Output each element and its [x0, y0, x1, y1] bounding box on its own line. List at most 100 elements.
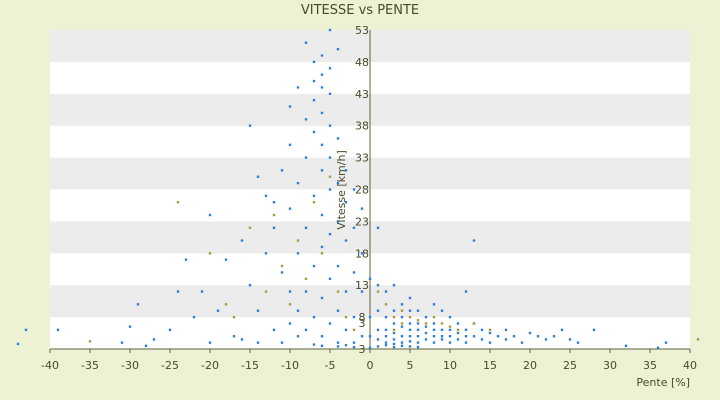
data-point-blue — [424, 338, 428, 341]
data-point-blue — [424, 315, 428, 319]
data-point-blue — [392, 345, 396, 349]
data-point-blue — [432, 341, 436, 344]
data-point-blue — [384, 328, 388, 332]
data-point-blue — [296, 309, 300, 312]
data-point-blue — [336, 220, 340, 223]
data-point-blue — [384, 343, 388, 347]
data-point-blue — [296, 181, 300, 185]
x-tick-label: 0 — [367, 359, 374, 372]
data-point-blue — [264, 252, 268, 255]
data-point-blue — [440, 335, 444, 338]
data-point-blue — [296, 252, 300, 255]
data-point-blue — [384, 315, 388, 319]
data-point-blue — [24, 328, 28, 332]
data-point-blue — [336, 47, 340, 51]
data-point-blue — [320, 143, 324, 147]
data-point-blue — [424, 331, 428, 335]
data-point-blue — [312, 98, 316, 102]
data-point-olive — [456, 328, 460, 332]
data-point-blue — [416, 328, 420, 332]
data-point-blue — [312, 79, 316, 83]
y-tick-label: 13 — [355, 279, 369, 292]
data-point-blue — [448, 328, 452, 332]
data-point-blue — [448, 341, 452, 344]
data-point-blue — [480, 328, 484, 332]
data-point-blue — [448, 315, 452, 319]
data-point-blue — [464, 328, 468, 332]
data-point-blue — [336, 137, 340, 140]
data-point-olive — [232, 315, 236, 319]
data-point-blue — [488, 331, 492, 335]
y-tick-labels: 338131823283338434853 — [355, 24, 369, 356]
data-point-blue — [248, 124, 252, 127]
data-point-blue — [328, 124, 332, 127]
data-point-blue — [424, 325, 428, 328]
x-tick-label: 5 — [407, 359, 414, 372]
data-point-blue — [536, 335, 540, 338]
data-point-blue — [408, 345, 412, 348]
data-point-blue — [504, 328, 508, 332]
data-point-blue — [512, 335, 516, 338]
data-point-blue — [664, 341, 668, 344]
data-point-blue — [464, 341, 468, 344]
data-point-olive — [176, 201, 180, 204]
data-point-olive — [272, 213, 276, 217]
data-point-blue — [376, 328, 380, 332]
data-point-blue — [328, 232, 332, 236]
y-axis-label: Vitesse [km/h] — [335, 150, 348, 230]
data-point-blue — [448, 335, 452, 338]
data-point-blue — [560, 328, 564, 332]
data-point-blue — [472, 335, 476, 338]
data-point-blue — [336, 264, 340, 268]
data-point-blue — [568, 338, 572, 341]
y-tick-label: 33 — [355, 152, 369, 165]
data-point-blue — [432, 335, 436, 338]
y-tick-label: 43 — [355, 88, 369, 101]
data-point-olive — [352, 328, 356, 332]
data-point-olive — [208, 252, 212, 255]
data-point-olive — [416, 319, 420, 322]
data-point-blue — [320, 54, 324, 57]
data-point-olive — [344, 315, 348, 319]
data-point-olive — [288, 303, 292, 306]
data-point-blue — [352, 188, 356, 191]
data-point-blue — [416, 341, 420, 344]
data-point-blue — [432, 303, 436, 306]
data-point-blue — [376, 226, 380, 229]
x-tick-label: 40 — [683, 359, 697, 372]
data-point-blue — [128, 325, 132, 328]
data-point-blue — [432, 322, 436, 325]
data-point-blue — [576, 341, 580, 344]
data-point-blue — [328, 92, 332, 95]
data-point-blue — [408, 335, 412, 338]
y-tick-label: 23 — [355, 215, 369, 228]
data-point-blue — [496, 335, 500, 338]
data-point-olive — [392, 315, 396, 319]
data-point-blue — [368, 277, 372, 281]
data-point-blue — [328, 188, 332, 191]
data-point-blue — [304, 226, 308, 229]
data-point-blue — [416, 322, 420, 325]
data-point-blue — [320, 213, 324, 217]
data-point-blue — [408, 296, 412, 300]
data-point-blue — [224, 258, 228, 261]
data-point-blue — [312, 60, 316, 64]
data-point-olive — [328, 175, 332, 178]
data-point-blue — [392, 309, 396, 312]
x-tick-labels: -40 -35 -30 -25 -20 -15 -10 -5 0 5 10 15 20 25 30 35 40 — [41, 359, 697, 372]
data-point-blue — [120, 341, 124, 344]
x-tick-label: 35 — [643, 359, 657, 372]
data-point-blue — [184, 258, 188, 261]
data-point-blue — [344, 328, 348, 332]
data-point-blue — [16, 342, 20, 346]
y-tick-label: 3 — [359, 317, 366, 330]
data-point-blue — [400, 315, 404, 319]
data-point-blue — [456, 331, 460, 335]
data-point-blue — [168, 328, 172, 332]
data-point-blue — [336, 181, 340, 185]
data-point-blue — [328, 322, 332, 325]
x-tick-label: -40 — [41, 359, 59, 372]
data-point-blue — [320, 86, 324, 89]
